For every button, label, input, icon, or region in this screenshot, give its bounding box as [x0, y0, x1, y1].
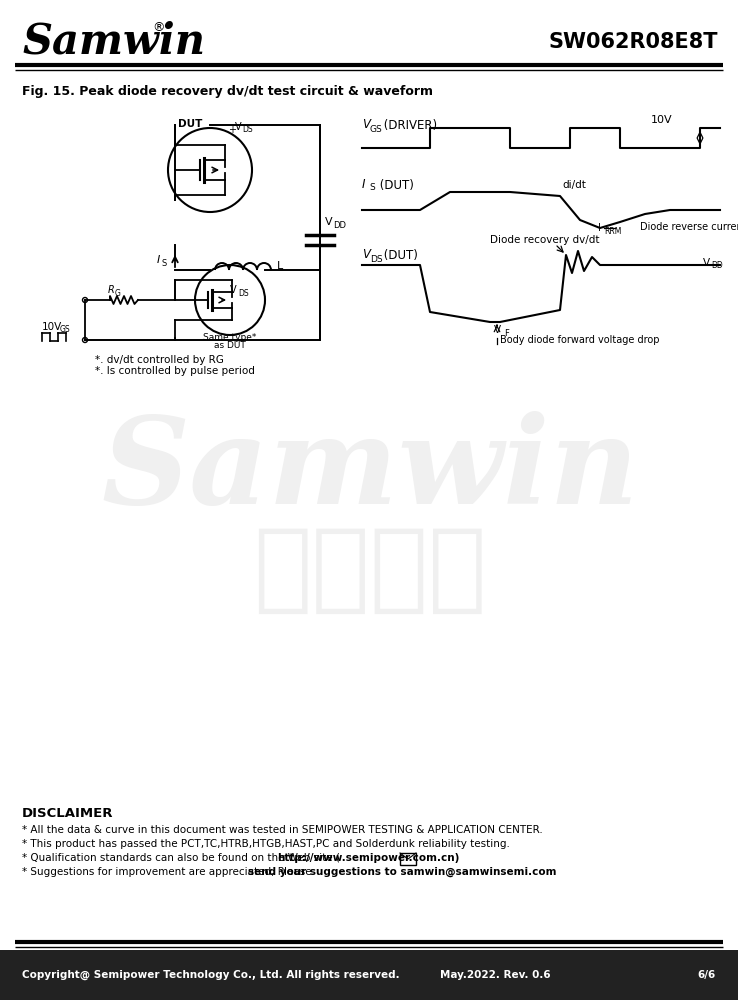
Text: Diode recovery dv/dt: Diode recovery dv/dt — [490, 235, 599, 245]
Text: http://www.semipower.com.cn): http://www.semipower.com.cn) — [277, 853, 459, 863]
Text: I: I — [598, 223, 601, 233]
Text: SW062R08E8T: SW062R08E8T — [548, 32, 718, 52]
Text: May.2022. Rev. 0.6: May.2022. Rev. 0.6 — [440, 970, 551, 980]
Text: Same type*: Same type* — [203, 332, 257, 342]
Text: as DUT: as DUT — [214, 340, 246, 350]
Text: V: V — [494, 325, 500, 335]
Text: I: I — [362, 178, 365, 192]
Text: RRM: RRM — [604, 227, 621, 235]
Text: Samwin: Samwin — [22, 21, 205, 63]
Text: V: V — [325, 217, 333, 227]
Text: ®: ® — [152, 21, 165, 34]
Text: send your suggestions to samwin@samwinsemi.com: send your suggestions to samwin@samwinse… — [248, 867, 556, 877]
Text: * Qualification standards can also be found on the Web site (: * Qualification standards can also be fo… — [22, 853, 340, 863]
Text: * All the data & curve in this document was tested in SEMIPOWER TESTING & APPLIC: * All the data & curve in this document … — [22, 825, 542, 835]
Text: S: S — [162, 258, 168, 267]
Text: DS: DS — [242, 125, 252, 134]
Text: V: V — [362, 118, 370, 131]
Text: +: + — [228, 125, 236, 135]
Text: V: V — [362, 248, 370, 261]
Text: F: F — [504, 328, 509, 338]
Text: Copyright@ Semipower Technology Co., Ltd. All rights reserved.: Copyright@ Semipower Technology Co., Ltd… — [22, 970, 399, 980]
Text: di/dt: di/dt — [562, 180, 586, 190]
Text: DS: DS — [238, 288, 249, 298]
Text: S: S — [369, 184, 375, 192]
Text: DISCLAIMER: DISCLAIMER — [22, 807, 114, 820]
Text: V: V — [235, 122, 241, 132]
Text: G: G — [115, 288, 121, 298]
Text: I: I — [156, 255, 160, 265]
Text: DUT: DUT — [178, 119, 202, 129]
Text: V: V — [703, 258, 710, 268]
Bar — [400, 853, 416, 865]
Text: * This product has passed the PCT,TC,HTRB,HTGB,HAST,PC and Solderdunk reliabilit: * This product has passed the PCT,TC,HTR… — [22, 839, 510, 849]
Text: 10V: 10V — [42, 322, 62, 332]
Text: 10V: 10V — [651, 115, 673, 125]
Text: (DUT): (DUT) — [380, 248, 418, 261]
Bar — [0, 950, 738, 1000]
Text: (DUT): (DUT) — [376, 178, 414, 192]
Text: GS: GS — [60, 326, 71, 334]
Text: Samwin: Samwin — [101, 411, 639, 529]
Text: V: V — [230, 285, 237, 295]
Text: *. dv/dt controlled by RG: *. dv/dt controlled by RG — [95, 355, 224, 365]
Text: (DRIVER): (DRIVER) — [380, 118, 437, 131]
Text: Diode reverse current: Diode reverse current — [640, 222, 738, 232]
Text: *. Is controlled by pulse period: *. Is controlled by pulse period — [95, 366, 255, 376]
Text: R: R — [108, 285, 114, 295]
Text: 6/6: 6/6 — [697, 970, 716, 980]
Text: L: L — [277, 261, 283, 271]
Text: DD: DD — [333, 221, 346, 230]
Text: GS: GS — [370, 124, 383, 133]
Text: Fig. 15. Peak diode recovery dv/dt test circuit & waveform: Fig. 15. Peak diode recovery dv/dt test … — [22, 86, 433, 99]
Text: Body diode forward voltage drop: Body diode forward voltage drop — [500, 335, 660, 345]
Text: * Suggestions for improvement are appreciated, Please: * Suggestions for improvement are apprec… — [22, 867, 315, 877]
Text: DD: DD — [711, 261, 723, 270]
Text: 内部保密: 内部保密 — [253, 524, 487, 616]
Text: DS: DS — [370, 254, 382, 263]
